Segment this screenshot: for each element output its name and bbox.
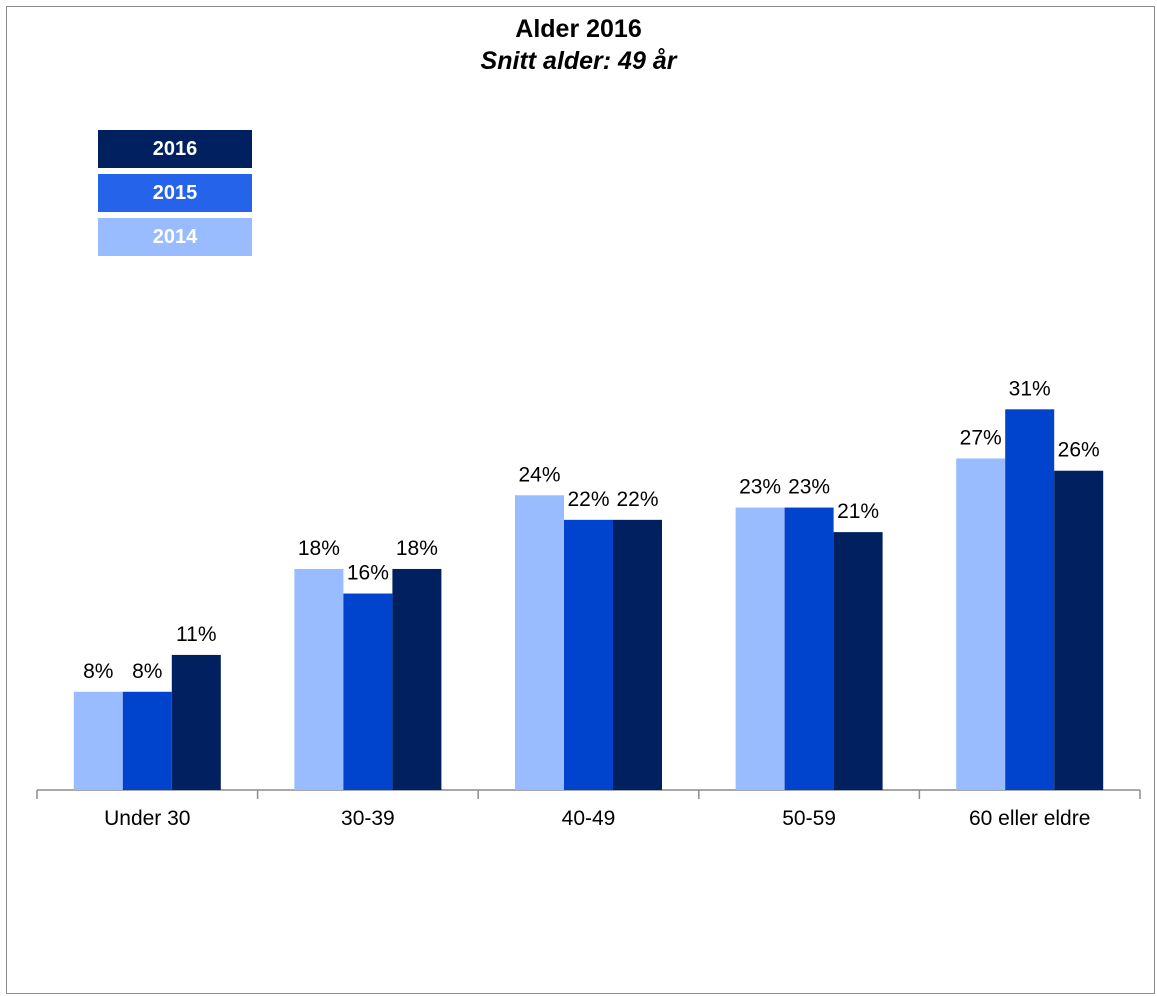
data-label: 8%: [83, 660, 113, 683]
data-label: 22%: [567, 488, 609, 511]
bar-2016-2: [613, 519, 662, 790]
bar-2015-1: [343, 593, 393, 790]
data-label: 24%: [518, 463, 560, 486]
bar-2015-2: [564, 519, 613, 790]
data-label: 23%: [788, 476, 830, 499]
bar-2016-1: [392, 568, 442, 790]
bar-2016-4: [1054, 470, 1104, 790]
x-tick-label: Under 30: [104, 807, 190, 830]
bar-2016-3: [833, 532, 883, 790]
legend-item-2: 2014: [98, 218, 252, 256]
bar-2014-1: [294, 568, 344, 790]
bar-2014-4: [956, 458, 1006, 790]
data-label: 18%: [298, 537, 340, 560]
x-tick-label: 30-39: [341, 807, 395, 830]
bar-2014-3: [735, 507, 785, 790]
x-tick-label: 40-49: [562, 807, 616, 830]
data-label: 16%: [347, 562, 389, 585]
bar-2014-2: [515, 495, 564, 790]
bar-2015-3: [784, 507, 834, 790]
chart-title: Alder 2016: [515, 15, 642, 43]
bar-2015-4: [1005, 409, 1055, 790]
data-label: 18%: [396, 537, 438, 560]
data-label: 23%: [739, 476, 781, 499]
legend-item-1: 2015: [98, 174, 252, 212]
data-label: 26%: [1058, 439, 1100, 462]
data-label: 22%: [616, 488, 658, 511]
chart-subtitle: Snitt alder: 49 år: [480, 47, 677, 75]
data-label: 8%: [132, 660, 162, 683]
data-label: 27%: [960, 426, 1002, 449]
bar-2015-0: [122, 691, 172, 790]
chart-frame: [6, 6, 1155, 994]
bar-2014-0: [73, 691, 123, 790]
data-label: 11%: [176, 623, 216, 646]
x-tick-label: 50-59: [782, 807, 836, 830]
x-tick-label: 60 eller eldre: [969, 807, 1090, 830]
data-label: 21%: [837, 500, 879, 523]
data-label: 31%: [1009, 377, 1051, 400]
bar-2016-0: [171, 654, 221, 790]
legend-item-0: 2016: [98, 130, 252, 168]
